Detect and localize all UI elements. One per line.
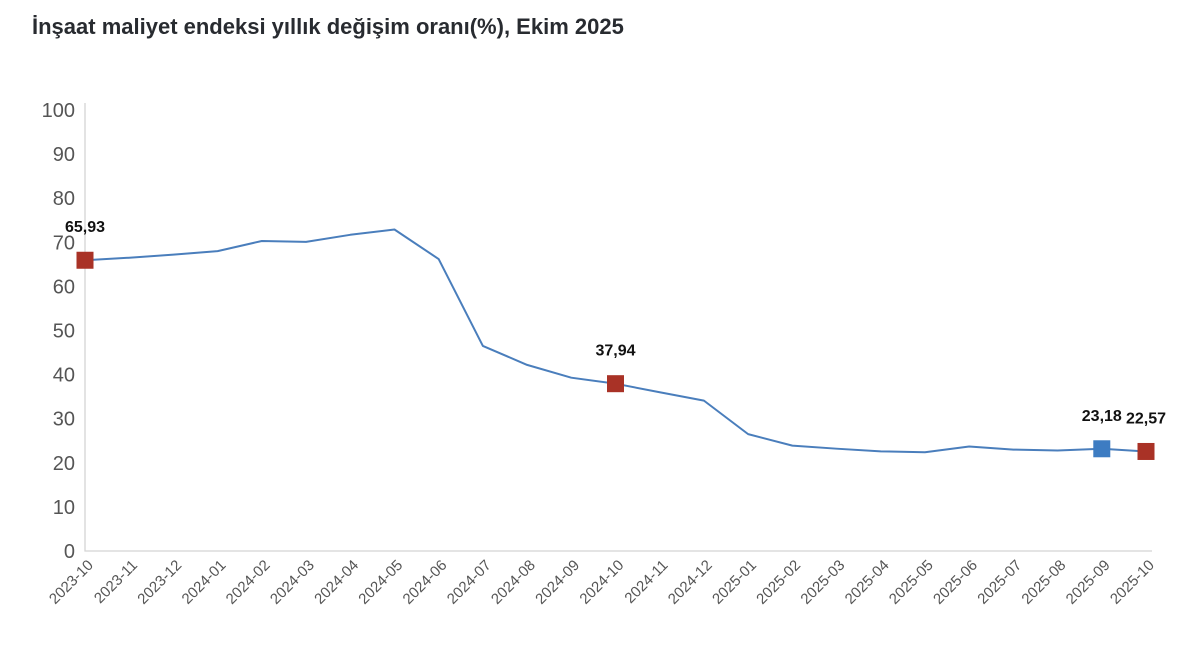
- x-tick-label: 2025-04: [842, 557, 893, 608]
- marker-square-2025-10: [1137, 442, 1155, 460]
- x-tick-label: 2025-01: [709, 557, 760, 608]
- marker-value-label-2025-09: 23,18: [1082, 408, 1122, 425]
- axis-lines: [84, 103, 1152, 552]
- y-tick-label: 70: [53, 232, 75, 254]
- x-tick-label: 2024-09: [532, 557, 583, 608]
- y-tick-label: 50: [53, 321, 75, 343]
- x-tick-label: 2023-12: [134, 557, 185, 608]
- x-tick-label: 2024-03: [267, 557, 318, 608]
- x-tick-label: 2024-05: [355, 557, 406, 608]
- x-tick-label: 2025-06: [930, 557, 981, 608]
- y-tick-label: 100: [42, 100, 75, 122]
- y-tick-label: 80: [53, 188, 75, 210]
- x-tick-label: 2025-03: [797, 557, 848, 608]
- y-tick-label: 0: [64, 541, 75, 563]
- marker-value-label-2024-10: 37,94: [595, 343, 635, 360]
- y-tick-label: 10: [53, 497, 75, 519]
- x-tick-label: 2024-01: [178, 557, 229, 608]
- x-tick-label: 2024-07: [444, 557, 495, 608]
- x-tick-label: 2023-11: [91, 557, 141, 607]
- x-tick-label: 2024-06: [400, 557, 451, 608]
- x-tick-label: 2024-11: [621, 557, 671, 607]
- x-tick-label: 2024-04: [311, 557, 362, 608]
- x-tick-label: 2025-02: [753, 557, 804, 608]
- y-tick-label: 30: [53, 409, 75, 431]
- y-tick-label: 20: [53, 453, 75, 475]
- marker-value-label-2025-10: 22,57: [1126, 410, 1166, 427]
- y-tick-label: 60: [53, 276, 75, 298]
- x-tick-label: 2025-10: [1107, 557, 1158, 608]
- marker-square-2025-09: [1093, 440, 1111, 458]
- x-tick-label: 2024-12: [665, 557, 716, 608]
- x-tick-label: 2025-09: [1063, 557, 1114, 608]
- series-line: [84, 228, 1147, 454]
- x-tick-label: 2025-05: [886, 557, 937, 608]
- y-tick-label: 40: [53, 365, 75, 387]
- x-tick-label: 2025-07: [974, 557, 1025, 608]
- x-tick-label: 2023-10: [46, 557, 97, 608]
- marker-value-label-2023-10: 65,93: [65, 219, 105, 236]
- x-tick-label: 2025-08: [1018, 557, 1069, 608]
- chart-title: İnşaat maliyet endeksi yıllık değişim or…: [32, 14, 624, 39]
- x-tick-label: 2024-02: [223, 557, 274, 608]
- marker-square-2023-10: [76, 251, 94, 269]
- x-tick-label: 2024-08: [488, 557, 539, 608]
- marker-square-2024-10: [607, 375, 624, 393]
- y-tick-label: 90: [53, 144, 75, 166]
- x-tick-label: 2024-10: [576, 557, 627, 608]
